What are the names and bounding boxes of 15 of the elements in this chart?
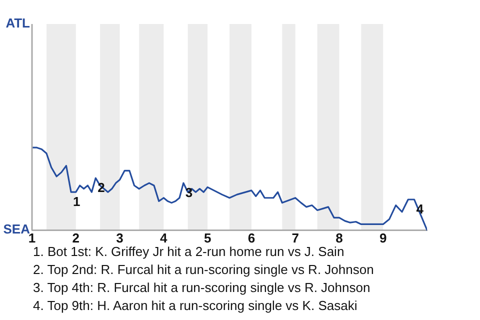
x-tick-label: 7 (292, 230, 299, 246)
text: ATL (6, 16, 30, 31)
x-tick-label: 3 (116, 230, 124, 246)
text: 3. Top 4th: R. Furcal hit a run-scoring single vs R. Johnson (33, 279, 372, 297)
text: 1. Bot 1st: K. Griffey Jr hit a 2-run home run vs J. Sain (33, 243, 346, 261)
x-tick-label: 4 (160, 230, 168, 246)
x-tick-label: 8 (336, 230, 343, 246)
x-tick-label: 5 (204, 230, 212, 246)
text: 2. Top 2nd: R. Furcal hit a run-scoring single vs R. Johnson (33, 261, 374, 279)
annotation: 1 (73, 194, 80, 210)
x-tick-label: 6 (248, 230, 256, 246)
x-tick-label: 1 (28, 230, 36, 246)
text: 4. Top 9th: H. Aaron hit a run-scoring single vs K. Sasaki (33, 297, 358, 315)
x-tick-label: 9 (379, 230, 387, 246)
x-tick-label: 2 (72, 230, 80, 246)
